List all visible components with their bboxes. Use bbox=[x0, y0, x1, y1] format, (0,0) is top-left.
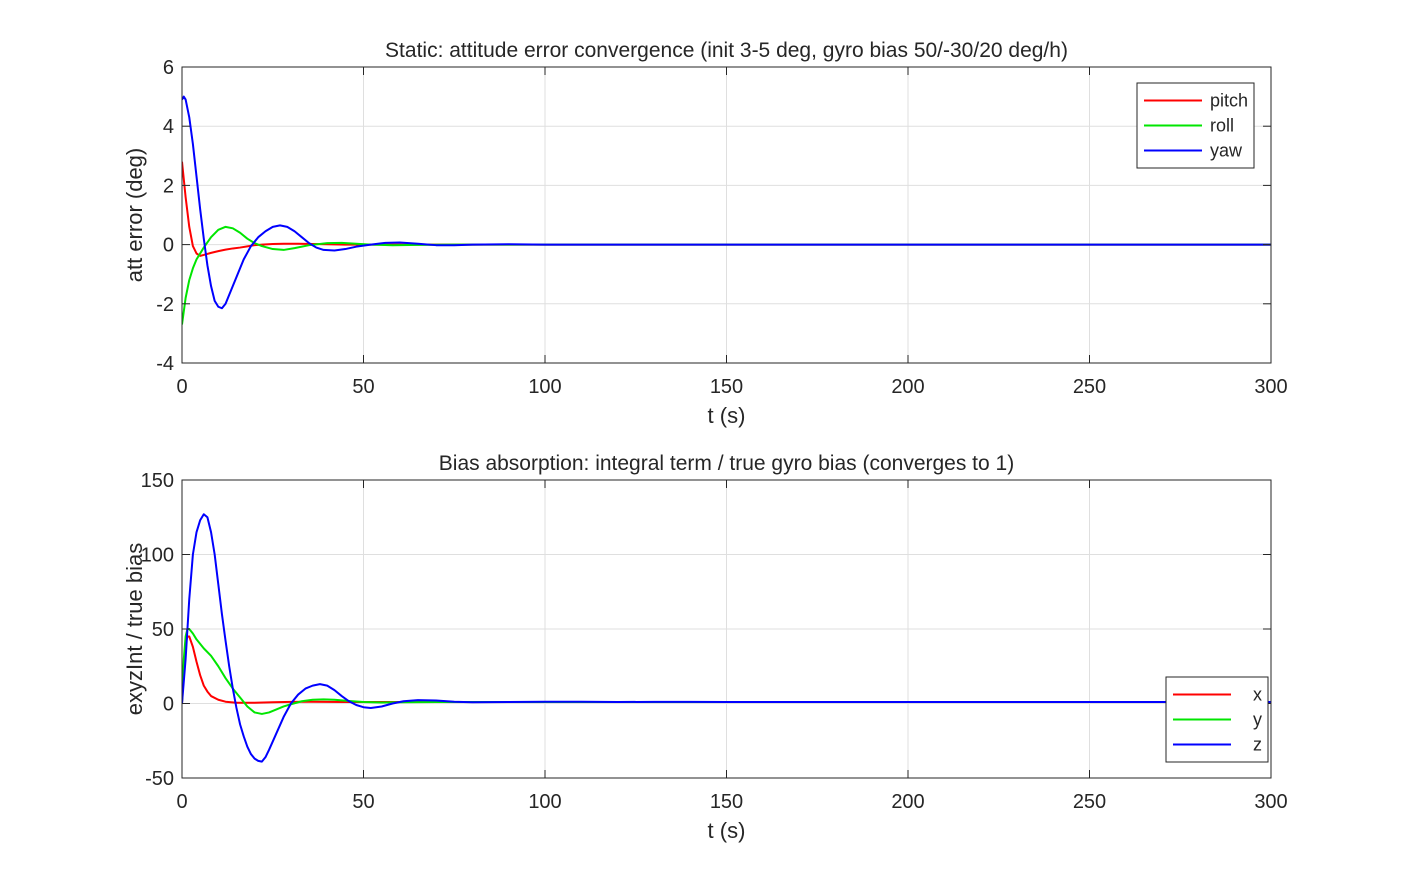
series-line-z bbox=[182, 513, 1271, 763]
x-tick-label: 100 bbox=[528, 791, 561, 813]
x-tick-label: 250 bbox=[1073, 376, 1106, 398]
y-tick-label: 50 bbox=[152, 619, 174, 641]
x-axis-label: t (s) bbox=[708, 403, 746, 428]
y-axis-label: att error (deg) bbox=[122, 148, 147, 283]
legend-label-y: y bbox=[1253, 710, 1262, 730]
x-tick-label: 150 bbox=[710, 376, 743, 398]
legend-label-yaw: yaw bbox=[1210, 141, 1243, 161]
chart-title: Bias absorption: integral term / true gy… bbox=[439, 452, 1014, 475]
x-tick-label: 100 bbox=[528, 376, 561, 398]
legend-label-pitch: pitch bbox=[1210, 91, 1248, 111]
y-tick-label: 4 bbox=[163, 116, 174, 138]
x-tick-label: 150 bbox=[710, 791, 743, 813]
y-tick-label: 100 bbox=[141, 545, 174, 567]
x-tick-label: 200 bbox=[891, 376, 924, 398]
x-tick-label: 300 bbox=[1254, 376, 1287, 398]
x-tick-label: 0 bbox=[176, 791, 187, 813]
series-line-yaw bbox=[182, 95, 1271, 310]
y-tick-label: 6 bbox=[163, 57, 174, 79]
y-tick-label: 0 bbox=[163, 235, 174, 257]
legend-label-z: z bbox=[1253, 735, 1262, 755]
y-tick-label: 0 bbox=[163, 694, 174, 716]
y-tick-label: -50 bbox=[145, 768, 174, 790]
x-tick-label: 0 bbox=[176, 376, 187, 398]
x-tick-label: 250 bbox=[1073, 791, 1106, 813]
y-tick-label: -2 bbox=[156, 294, 174, 316]
x-tick-label: 300 bbox=[1254, 791, 1287, 813]
x-tick-label: 50 bbox=[352, 376, 374, 398]
series-line-y bbox=[182, 628, 1271, 715]
legend-label-roll: roll bbox=[1210, 116, 1234, 136]
y-tick-label: -4 bbox=[156, 353, 174, 375]
series-lines bbox=[182, 513, 1271, 763]
legend: pitch roll yaw bbox=[1136, 82, 1255, 169]
legend-label-x: x bbox=[1253, 685, 1262, 705]
legend: xyz bbox=[1165, 676, 1269, 763]
x-tick-label: 50 bbox=[352, 791, 374, 813]
chart-title: Static: attitude error convergence (init… bbox=[385, 39, 1068, 62]
x-axis-label: t (s) bbox=[708, 818, 746, 843]
chart-attitude-error: 0 50 100 150 200 250 300 -4 -2 0 2 4 6 Static: attitu… bbox=[122, 39, 1288, 428]
y-axis-label: exyzInt / true bias bbox=[122, 543, 147, 715]
x-tick-label: 200 bbox=[891, 791, 924, 813]
y-tick-label: 2 bbox=[163, 175, 174, 197]
y-tick-label: 150 bbox=[141, 470, 174, 492]
series-lines bbox=[182, 95, 1271, 325]
